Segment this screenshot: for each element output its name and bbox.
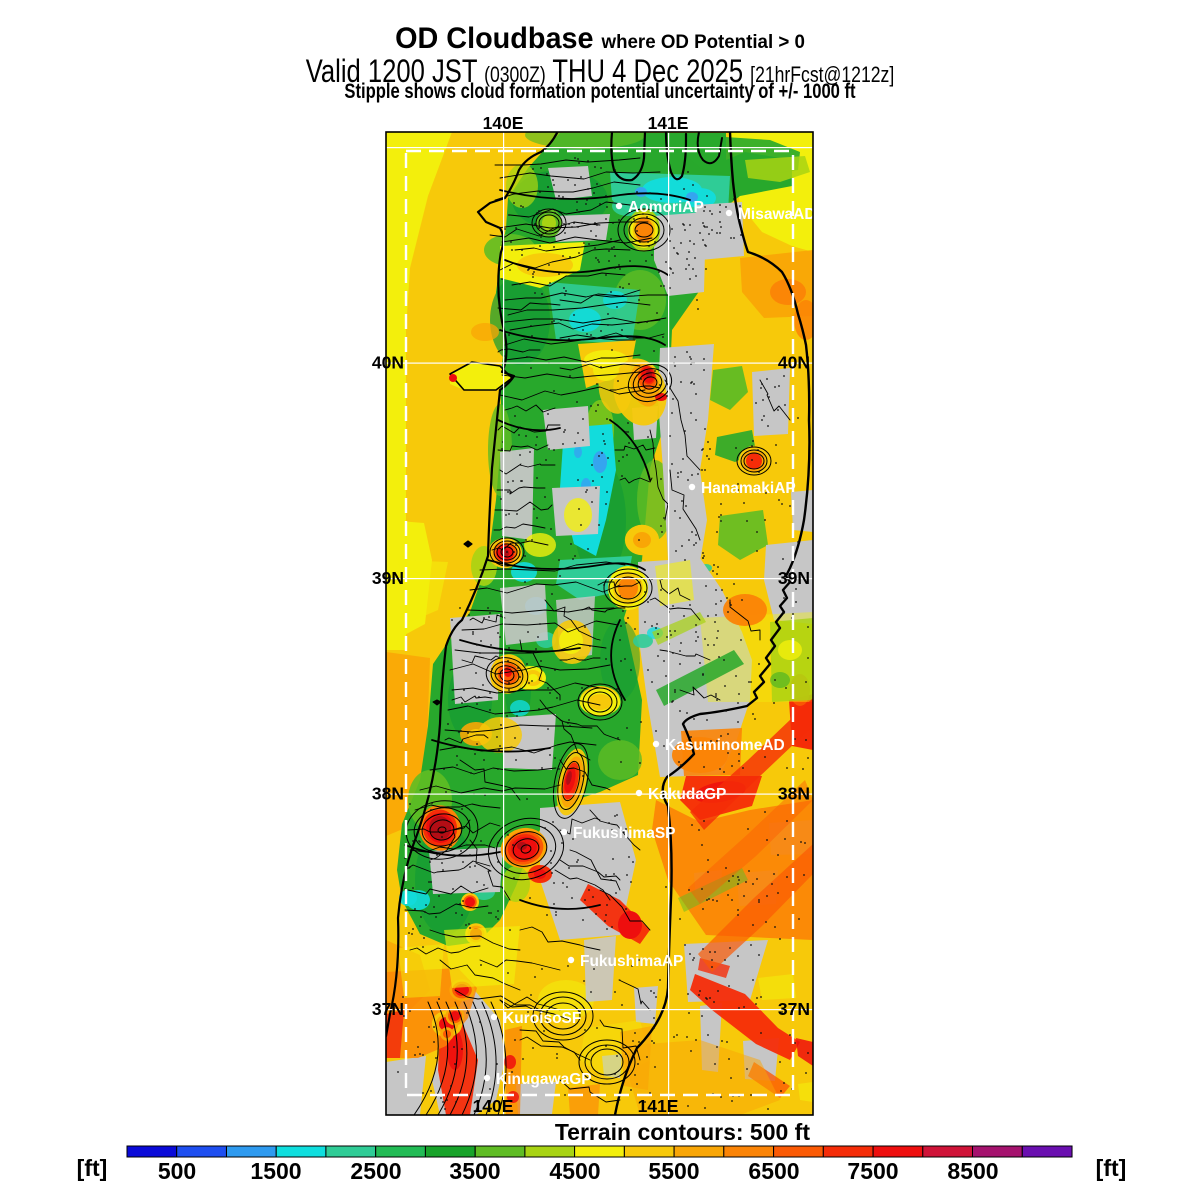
svg-text:KakudaGP: KakudaGP <box>648 786 726 803</box>
svg-text:[ft]: [ft] <box>1096 1155 1127 1181</box>
svg-text:KuroisoSF: KuroisoSF <box>503 1010 581 1027</box>
svg-text:HanamakiAP: HanamakiAP <box>701 480 796 497</box>
svg-text:6500: 6500 <box>748 1158 799 1184</box>
svg-text:39N: 39N <box>778 568 810 588</box>
svg-text:40N: 40N <box>778 353 810 373</box>
svg-text:AomoriAP: AomoriAP <box>628 199 704 216</box>
svg-text:3500: 3500 <box>449 1158 500 1184</box>
svg-text:37N: 37N <box>778 999 810 1019</box>
svg-text:KinugawaGP: KinugawaGP <box>496 1071 592 1088</box>
svg-text:500: 500 <box>158 1158 196 1184</box>
svg-text:39N: 39N <box>372 568 404 588</box>
svg-text:37N: 37N <box>372 999 404 1019</box>
svg-text:38N: 38N <box>778 784 810 804</box>
svg-text:FukushimaSP: FukushimaSP <box>573 825 676 842</box>
svg-text:140E: 140E <box>483 113 524 133</box>
svg-text:141E: 141E <box>648 113 689 133</box>
svg-text:KasuminomeAD: KasuminomeAD <box>665 737 785 754</box>
svg-text:7500: 7500 <box>847 1158 898 1184</box>
svg-text:8500: 8500 <box>947 1158 998 1184</box>
svg-text:40N: 40N <box>372 353 404 373</box>
svg-text:140E: 140E <box>473 1096 514 1116</box>
svg-text:38N: 38N <box>372 784 404 804</box>
svg-text:MisawaAD: MisawaAD <box>738 206 816 223</box>
svg-text:141E: 141E <box>638 1096 679 1116</box>
svg-text:FukushimaAP: FukushimaAP <box>580 953 683 970</box>
svg-text:5500: 5500 <box>648 1158 699 1184</box>
svg-text:[ft]: [ft] <box>77 1155 108 1181</box>
svg-text:1500: 1500 <box>250 1158 301 1184</box>
svg-text:4500: 4500 <box>549 1158 600 1184</box>
svg-text:2500: 2500 <box>350 1158 401 1184</box>
